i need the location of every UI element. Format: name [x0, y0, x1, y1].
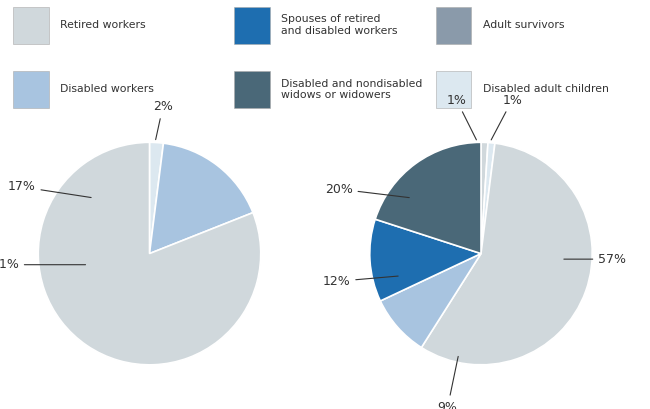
Text: 2%: 2% — [153, 100, 173, 139]
Bar — [234, 7, 270, 43]
Bar — [234, 71, 270, 108]
Text: Retired workers: Retired workers — [60, 20, 146, 30]
Text: Disabled and nondisabled
widows or widowers: Disabled and nondisabled widows or widow… — [281, 79, 422, 100]
Text: Disabled workers: Disabled workers — [60, 84, 154, 94]
Wedge shape — [375, 142, 481, 254]
Wedge shape — [370, 219, 481, 301]
Text: 12%: 12% — [322, 275, 398, 288]
Wedge shape — [38, 142, 261, 365]
Bar — [436, 71, 471, 108]
Text: 9%: 9% — [437, 356, 458, 409]
Text: Adult survivors: Adult survivors — [483, 20, 564, 30]
Text: 17%: 17% — [8, 180, 91, 198]
Text: Spouses of retired
and disabled workers: Spouses of retired and disabled workers — [281, 14, 398, 36]
Text: 1%: 1% — [447, 94, 476, 140]
Text: 1%: 1% — [491, 94, 522, 140]
Bar — [13, 7, 49, 43]
Wedge shape — [481, 142, 488, 254]
Text: 57%: 57% — [564, 253, 626, 265]
Wedge shape — [150, 142, 163, 254]
Text: 20%: 20% — [324, 182, 410, 198]
Wedge shape — [380, 254, 481, 348]
Text: Disabled adult children: Disabled adult children — [483, 84, 609, 94]
Text: 81%: 81% — [0, 258, 86, 271]
Bar — [13, 71, 49, 108]
Wedge shape — [481, 143, 495, 254]
Wedge shape — [421, 143, 592, 365]
Wedge shape — [150, 143, 253, 254]
Bar — [436, 7, 471, 43]
